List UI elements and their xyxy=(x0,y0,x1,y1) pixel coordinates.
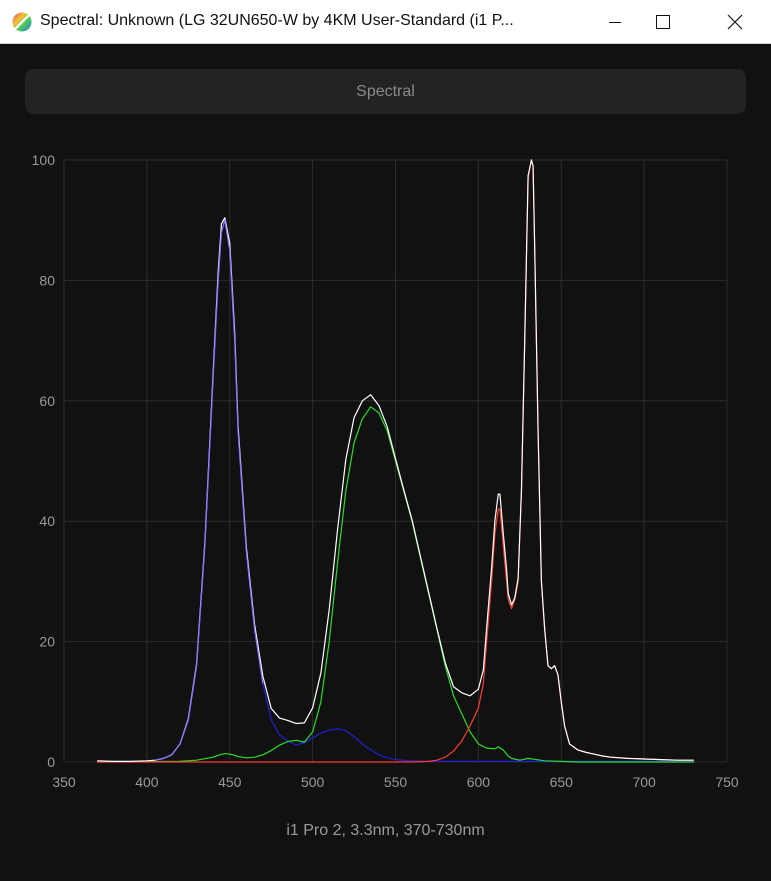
window-titlebar: Spectral: Unknown (LG 32UN650-W by 4KM U… xyxy=(0,0,771,44)
y-tick-label: 40 xyxy=(39,513,55,529)
y-tick-label: 20 xyxy=(39,634,55,650)
maximize-icon xyxy=(656,15,670,29)
y-tick-label: 60 xyxy=(39,393,55,409)
x-tick-label: 750 xyxy=(715,774,739,790)
y-tick-label: 0 xyxy=(47,754,55,770)
y-tick-label: 80 xyxy=(39,272,55,288)
blue-peak-overlay-line xyxy=(155,219,264,761)
y-tick-label: 100 xyxy=(32,152,56,168)
x-tick-label: 700 xyxy=(632,774,656,790)
minimize-button[interactable] xyxy=(592,0,638,44)
x-tick-label: 650 xyxy=(550,774,574,790)
white-spectrum-line xyxy=(97,159,694,762)
window-content: Spectral i1 Pro 2, 3.3nm, 370-730nm xyxy=(0,44,771,881)
x-tick-label: 500 xyxy=(301,774,325,790)
spectral-tab-button[interactable]: Spectral xyxy=(25,69,746,114)
minimize-icon xyxy=(609,22,621,23)
x-tick-label: 550 xyxy=(384,774,408,790)
x-tick-label: 400 xyxy=(135,774,159,790)
maximize-button[interactable] xyxy=(640,0,686,44)
close-button[interactable] xyxy=(712,0,758,44)
window-title: Spectral: Unknown (LG 32UN650-W by 4KM U… xyxy=(40,12,514,29)
instrument-caption: i1 Pro 2, 3.3nm, 370-730nm xyxy=(286,822,485,839)
close-icon xyxy=(727,14,743,30)
spectral-app-icon xyxy=(12,12,32,32)
x-tick-label: 600 xyxy=(467,774,491,790)
spectral-chart: 350 400 450 500 550 600 650 700 750 0 20 40 60 80 100 xyxy=(32,152,739,790)
green-spectrum-line xyxy=(97,406,694,763)
x-tick-label: 350 xyxy=(52,774,76,790)
x-tick-label: 450 xyxy=(218,774,242,790)
